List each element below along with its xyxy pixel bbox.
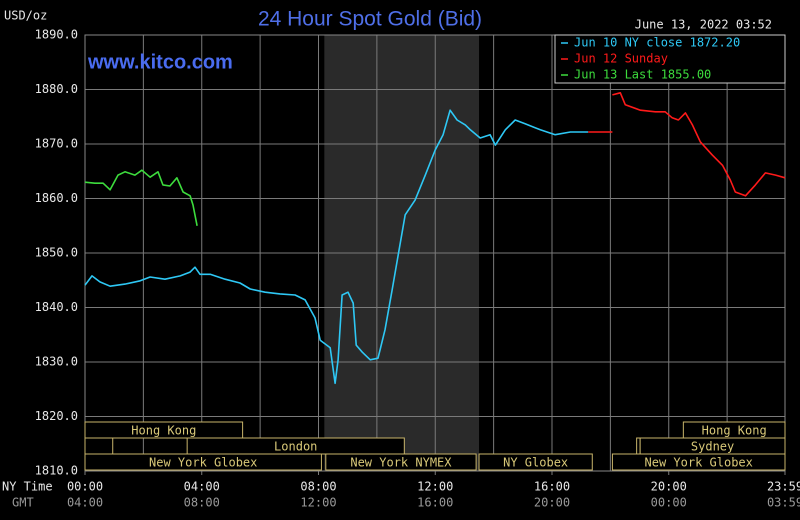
plot-border — [84, 34, 786, 472]
x-tick-label: 20:00 — [651, 480, 687, 494]
x-tick-label: 00:00 — [67, 480, 103, 494]
x2-tick-label: 00:00 — [651, 496, 687, 510]
session-bar — [84, 437, 114, 455]
y-tick-label: 1810.0 — [35, 464, 78, 478]
session-label: New York Globex — [645, 456, 753, 470]
price-line — [84, 109, 589, 385]
session-label: New York Globex — [149, 456, 257, 470]
session-bar — [325, 453, 477, 471]
x-tick-label: 04:00 — [184, 480, 220, 494]
session-label: Hong Kong — [131, 424, 196, 438]
x-tick-label: 08:00 — [300, 480, 336, 494]
session-bar — [611, 453, 786, 471]
website: www.kitco.com — [87, 51, 233, 73]
y-tick-label: 1870.0 — [35, 137, 78, 151]
y-tick-label: 1890.0 — [35, 28, 78, 42]
x2-tick-label: 08:00 — [184, 496, 220, 510]
x2-tick-label: 03:59 — [767, 496, 800, 510]
session-label: New York NYMEX — [350, 456, 452, 470]
session-bar — [478, 453, 593, 471]
y-tick-label: 1840.0 — [35, 300, 78, 314]
legend-label: Jun 10 NY close 1872.20 — [574, 36, 740, 50]
session-bar — [636, 437, 641, 455]
y-tick-label: 1850.0 — [35, 246, 78, 260]
timestamp: June 13, 2022 03:52 — [635, 18, 772, 32]
x-axis-label: NY Time — [2, 480, 53, 494]
legend-box — [554, 34, 786, 84]
x-tick-label: 16:00 — [534, 480, 570, 494]
x2-axis-label: GMT — [12, 496, 34, 510]
session-label: Sydney — [691, 440, 734, 454]
session-label: Hong Kong — [702, 424, 767, 438]
plot: 1810.0 1820.0 1830.0 1840.0 1850.0 1860.0 1870… — [35, 28, 800, 510]
legend-label: Jun 12 Sunday — [574, 52, 668, 66]
session-label: London — [274, 440, 317, 454]
chart-title: 24 Hour Spot Gold (Bid) — [258, 8, 482, 31]
session-label: NY Globex — [503, 456, 568, 470]
y-tick-label: 1860.0 — [35, 191, 78, 205]
legend-label: Jun 13 Last 1855.00 — [574, 68, 711, 82]
session-bar — [84, 453, 322, 471]
price-line — [84, 169, 198, 226]
x2-tick-label: 12:00 — [300, 496, 336, 510]
plot-background — [84, 34, 785, 472]
x-tick-label: 12:00 — [417, 480, 453, 494]
x2-tick-label: 20:00 — [534, 496, 570, 510]
x2-tick-label: 16:00 — [417, 496, 453, 510]
y-axis-label: USD/oz — [4, 9, 47, 23]
y-tick-label: 1830.0 — [35, 355, 78, 369]
y-tick-label: 1820.0 — [35, 409, 78, 423]
x-tick-label: 23:59 — [767, 480, 800, 494]
price-line — [588, 92, 786, 197]
x2-tick-label: 04:00 — [67, 496, 103, 510]
y-tick-label: 1880.0 — [35, 82, 78, 96]
session-bar — [84, 421, 244, 439]
